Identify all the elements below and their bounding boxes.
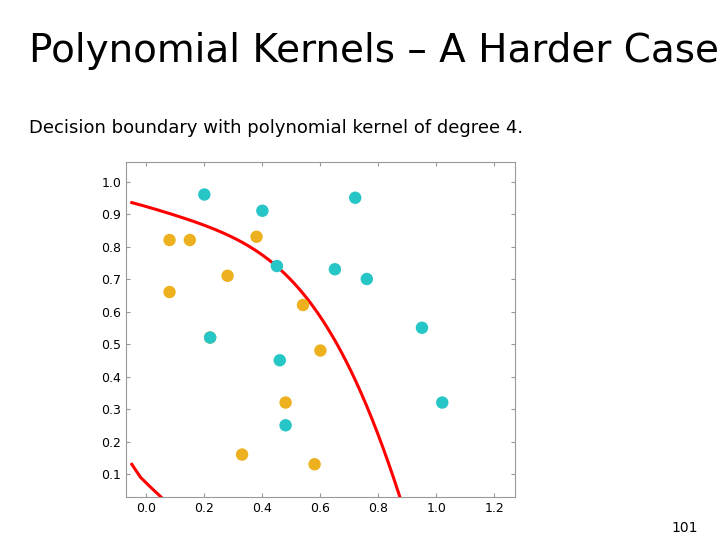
Point <box>315 346 326 355</box>
Point <box>361 275 372 284</box>
Point <box>222 272 233 280</box>
Point <box>204 333 216 342</box>
Point <box>256 206 268 215</box>
Point <box>251 232 262 241</box>
Point <box>280 421 292 430</box>
Point <box>204 333 216 342</box>
Text: Polynomial Kernels – A Harder Case: Polynomial Kernels – A Harder Case <box>29 32 719 70</box>
Point <box>184 235 196 244</box>
Text: 101: 101 <box>672 521 698 535</box>
Point <box>163 235 175 244</box>
Point <box>329 265 341 274</box>
Point <box>436 398 448 407</box>
Point <box>309 460 320 469</box>
Point <box>280 398 292 407</box>
Point <box>236 450 248 459</box>
Point <box>274 356 286 364</box>
Point <box>271 262 283 271</box>
Point <box>199 190 210 199</box>
Point <box>349 193 361 202</box>
Point <box>163 288 175 296</box>
Text: Decision boundary with polynomial kernel of degree 4.: Decision boundary with polynomial kernel… <box>29 119 523 137</box>
Point <box>297 301 309 309</box>
Point <box>416 323 428 332</box>
